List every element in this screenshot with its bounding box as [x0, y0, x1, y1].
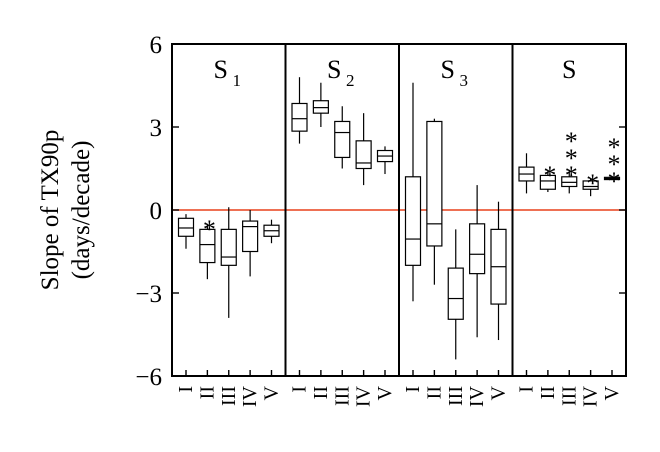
category-label: V	[261, 385, 283, 400]
category-label: II	[423, 386, 445, 399]
box-iqr	[426, 120, 443, 247]
category-label: III	[445, 386, 467, 406]
significance-star: *	[608, 150, 621, 179]
panel-title-subscript: 1	[233, 71, 242, 90]
box-iqr	[177, 217, 195, 237]
y-tick-label: 6	[150, 32, 163, 59]
category-label: V	[488, 385, 510, 400]
category-label: II	[196, 386, 218, 399]
box-iqr	[291, 102, 308, 132]
box-iqr	[539, 174, 556, 190]
box-iqr	[447, 267, 464, 320]
significance-star: *	[586, 169, 599, 198]
box-iqr	[355, 140, 372, 170]
category-label: I	[175, 386, 197, 393]
box-iqr	[469, 223, 486, 275]
panel-title-subscript: 2	[346, 71, 355, 90]
category-label: III	[558, 386, 580, 406]
y-tick-label: 0	[150, 198, 163, 225]
significance-star: *	[203, 215, 216, 244]
category-label: IV	[466, 385, 488, 407]
box-iqr	[242, 220, 259, 253]
category-label: III	[218, 386, 240, 406]
category-label: II	[310, 386, 332, 399]
y-axis-unit: (days/decade)	[68, 141, 95, 280]
box-iqr	[199, 228, 216, 264]
category-label: V	[601, 385, 623, 400]
category-label: IV	[353, 385, 375, 407]
category-label: IV	[580, 385, 602, 407]
category-label: V	[374, 385, 396, 400]
y-tick-label: −3	[135, 281, 162, 308]
plot-area: 630−3−6S 1I*II III IV VS 2I II III IV VS 3I II III IV…	[135, 32, 627, 407]
panel-title: S	[214, 55, 228, 84]
category-label: III	[331, 386, 353, 406]
box-iqr	[582, 180, 599, 190]
panel-title: S	[562, 55, 576, 84]
box-iqr	[334, 120, 351, 159]
significance-star: *	[565, 144, 578, 173]
significance-star: *	[565, 127, 578, 156]
plot-frame	[171, 43, 627, 377]
panel-title-subscript: 3	[460, 71, 469, 90]
box-iqr	[404, 176, 422, 266]
box-iqr	[220, 228, 237, 266]
y-tick-label: 3	[150, 115, 163, 142]
y-axis-label: Slope of TX90p	[37, 130, 64, 291]
y-axis-title: Slope of TX90p (days/decade)	[37, 130, 95, 291]
y-tick-label: −6	[135, 364, 162, 391]
significance-star: *	[608, 167, 621, 196]
significance-star: *	[565, 161, 578, 190]
significance-star: *	[608, 133, 621, 162]
category-label: II	[537, 386, 559, 399]
category-label: I	[402, 386, 424, 393]
category-label: I	[516, 386, 538, 393]
box-iqr	[312, 100, 329, 114]
panel-title: S	[441, 55, 455, 84]
box-iqr	[561, 176, 578, 188]
panel-title: S	[327, 55, 341, 84]
significance-star: *	[543, 161, 556, 190]
category-label: IV	[239, 385, 261, 407]
category-label: I	[289, 386, 311, 393]
